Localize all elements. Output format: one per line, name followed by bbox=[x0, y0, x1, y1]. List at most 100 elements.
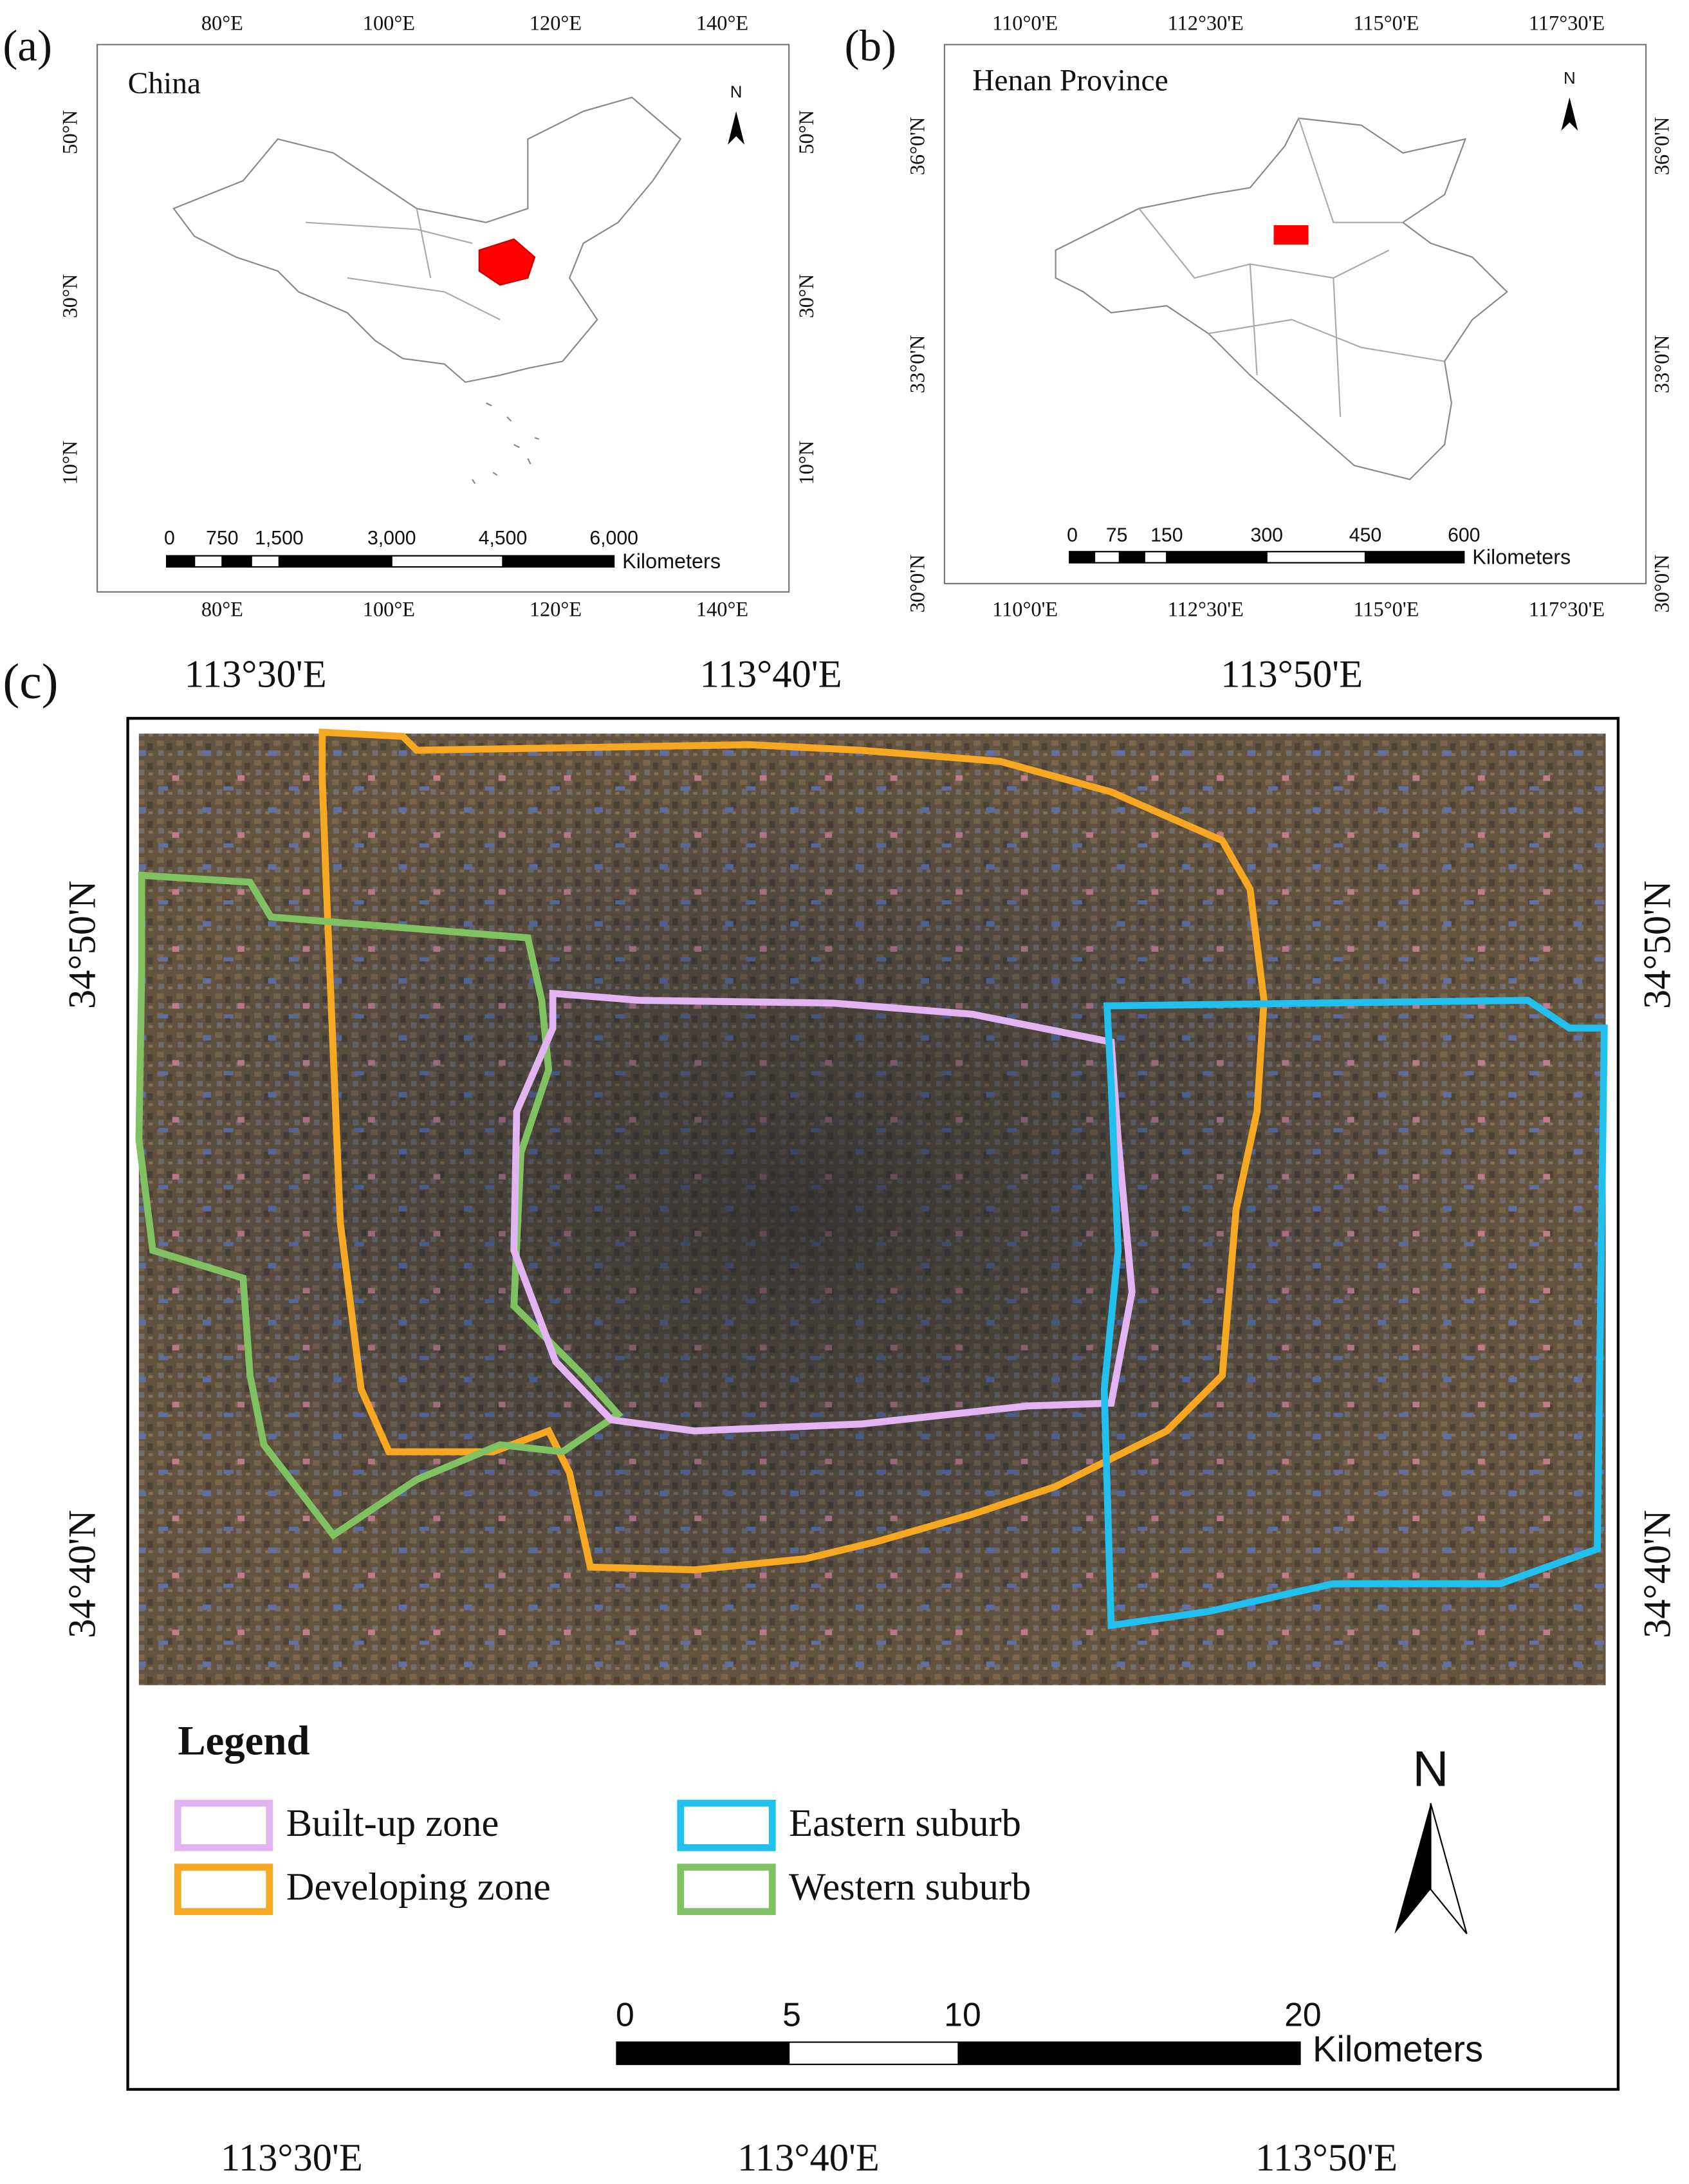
city-lines bbox=[1138, 118, 1445, 417]
islands bbox=[472, 402, 539, 485]
lon-label: 140°E bbox=[696, 598, 748, 622]
panel-label: (c) bbox=[3, 653, 58, 708]
lat-label: 34°50'N bbox=[1636, 880, 1679, 1009]
scale-segment bbox=[1143, 551, 1168, 564]
scale-segment bbox=[194, 555, 223, 568]
north-label: N bbox=[1412, 1741, 1448, 1797]
legend-label: Developing zone bbox=[286, 1865, 551, 1909]
north-arrow-a bbox=[728, 111, 745, 145]
scale-segment bbox=[250, 555, 280, 568]
lat-label: 36°0'N bbox=[907, 117, 930, 176]
panel-title: Henan Province bbox=[972, 64, 1168, 98]
lon-label: 113°40'E bbox=[700, 653, 842, 696]
lat-label: 34°40'N bbox=[61, 1510, 104, 1638]
scale-unit: Kilometers bbox=[622, 550, 721, 573]
scale-label: 10 bbox=[944, 1995, 981, 2033]
panel-label: (a) bbox=[3, 21, 52, 70]
lon-label: 115°0'E bbox=[1353, 598, 1419, 622]
north-label: N bbox=[1564, 69, 1576, 88]
henan-highlight bbox=[478, 238, 536, 286]
scale-label: 20 bbox=[1284, 1995, 1322, 2033]
built-up-zone-outline bbox=[510, 989, 1136, 1435]
scale-label: 5 bbox=[782, 1995, 801, 2033]
lat-label: 50°N bbox=[59, 110, 82, 154]
western-suburb-outline bbox=[135, 871, 623, 1540]
scale-label: 300 bbox=[1251, 524, 1283, 546]
lon-label: 113°30'E bbox=[185, 653, 327, 696]
lon-label: 112°30'E bbox=[1168, 12, 1244, 35]
scale-label: 3,000 bbox=[367, 528, 416, 549]
frame-c bbox=[126, 717, 1620, 2091]
lon-label: 113°40'E bbox=[737, 2136, 880, 2179]
lon-label: 100°E bbox=[363, 598, 415, 622]
scale-segment bbox=[502, 555, 615, 568]
scale-segment bbox=[278, 555, 392, 568]
legend-swatch bbox=[677, 1864, 776, 1916]
scale-label: 0 bbox=[164, 528, 175, 549]
scale-segment bbox=[1069, 551, 1096, 564]
lon-label: 110°0'E bbox=[992, 598, 1058, 622]
china-outline bbox=[172, 97, 682, 384]
lon-label: 120°E bbox=[530, 12, 582, 35]
lon-label: 110°0'E bbox=[992, 12, 1058, 35]
legend-label: Built-up zone bbox=[286, 1802, 499, 1845]
scale-segment bbox=[616, 2041, 790, 2066]
lat-label: 33°0'N bbox=[1651, 335, 1674, 393]
lon-label: 112°30'E bbox=[1168, 598, 1244, 622]
scale-segment bbox=[957, 2041, 1301, 2066]
scale-label: 600 bbox=[1448, 524, 1480, 546]
lat-label: 50°N bbox=[795, 110, 818, 154]
scale-segment bbox=[1266, 551, 1367, 564]
panel-title: China bbox=[128, 67, 201, 100]
satellite-shading bbox=[138, 734, 1606, 1685]
lat-label: 30°0'N bbox=[907, 555, 930, 613]
scale-label: 6,000 bbox=[589, 528, 638, 549]
lat-label: 10°N bbox=[795, 441, 818, 485]
legend-swatch bbox=[174, 1864, 273, 1916]
legend-swatch bbox=[677, 1799, 776, 1851]
lon-label: 100°E bbox=[363, 12, 415, 35]
scale-label: 1,500 bbox=[255, 528, 304, 549]
legend-title: Legend bbox=[178, 1717, 309, 1764]
legend-swatch bbox=[174, 1799, 273, 1851]
scale-label: 0 bbox=[1067, 524, 1078, 546]
henan-outline bbox=[1055, 117, 1508, 481]
north-arrow-b bbox=[1561, 97, 1578, 131]
lat-label: 36°0'N bbox=[1651, 117, 1674, 176]
legend-label: Western suburb bbox=[789, 1865, 1031, 1909]
lat-label: 34°50'N bbox=[61, 880, 104, 1009]
lon-label: 80°E bbox=[201, 12, 243, 35]
province-lines bbox=[305, 208, 501, 320]
scale-label: 0 bbox=[616, 1995, 634, 2033]
scale-segment bbox=[788, 2041, 959, 2066]
lon-label: 113°30'E bbox=[221, 2136, 363, 2179]
lat-label: 33°0'N bbox=[907, 335, 930, 393]
scale-label: 450 bbox=[1349, 524, 1381, 546]
lon-label: 113°50'E bbox=[1221, 653, 1363, 696]
scale-label: 75 bbox=[1106, 524, 1128, 546]
lat-label: 10°N bbox=[59, 441, 82, 485]
frame-b bbox=[943, 44, 1647, 584]
scale-label: 150 bbox=[1150, 524, 1183, 546]
legend-label: Eastern suburb bbox=[789, 1802, 1021, 1845]
lon-label: 80°E bbox=[201, 598, 243, 622]
developing-zone-outline bbox=[318, 728, 1268, 1574]
panel-label: (b) bbox=[845, 21, 897, 70]
zhengzhou-highlight bbox=[1273, 225, 1309, 245]
lat-label: 30°N bbox=[59, 274, 82, 319]
north-label: N bbox=[730, 84, 743, 102]
scale-segment bbox=[1118, 551, 1145, 564]
lon-label: 115°0'E bbox=[1353, 12, 1419, 35]
frame-a bbox=[97, 44, 790, 593]
eastern-suburb-outline bbox=[1100, 997, 1608, 1630]
lon-label: 140°E bbox=[696, 12, 748, 35]
scale-segment bbox=[1093, 551, 1121, 564]
lat-label: 30°N bbox=[795, 274, 818, 319]
north-arrow-c-left bbox=[1394, 1803, 1431, 1934]
lon-label: 113°50'E bbox=[1255, 2136, 1398, 2179]
scale-label: 4,500 bbox=[479, 528, 528, 549]
lat-label: 30°0'N bbox=[1651, 555, 1674, 613]
scale-unit: Kilometers bbox=[1472, 546, 1571, 569]
